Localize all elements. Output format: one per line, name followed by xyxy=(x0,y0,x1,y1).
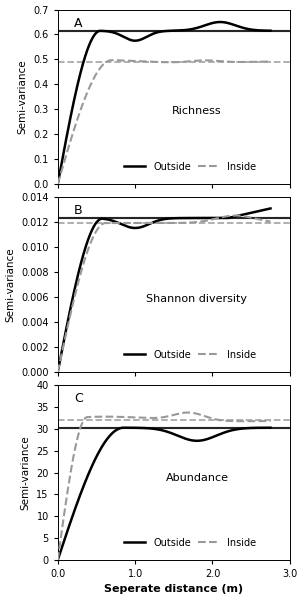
Y-axis label: Semi-variance: Semi-variance xyxy=(21,436,31,510)
Y-axis label: Semi-variance: Semi-variance xyxy=(18,59,28,134)
Legend: Outside, Inside: Outside, Inside xyxy=(120,346,260,364)
Legend: Outside, Inside: Outside, Inside xyxy=(120,534,260,551)
X-axis label: Seperate distance (m): Seperate distance (m) xyxy=(104,584,243,595)
Text: C: C xyxy=(74,392,83,406)
Text: Abundance: Abundance xyxy=(165,473,228,483)
Legend: Outside, Inside: Outside, Inside xyxy=(120,158,260,176)
Text: B: B xyxy=(74,205,83,217)
Text: Richness: Richness xyxy=(172,106,222,116)
Y-axis label: Semi-variance: Semi-variance xyxy=(5,247,15,322)
Text: Shannon diversity: Shannon diversity xyxy=(146,293,248,304)
Text: A: A xyxy=(74,17,82,29)
